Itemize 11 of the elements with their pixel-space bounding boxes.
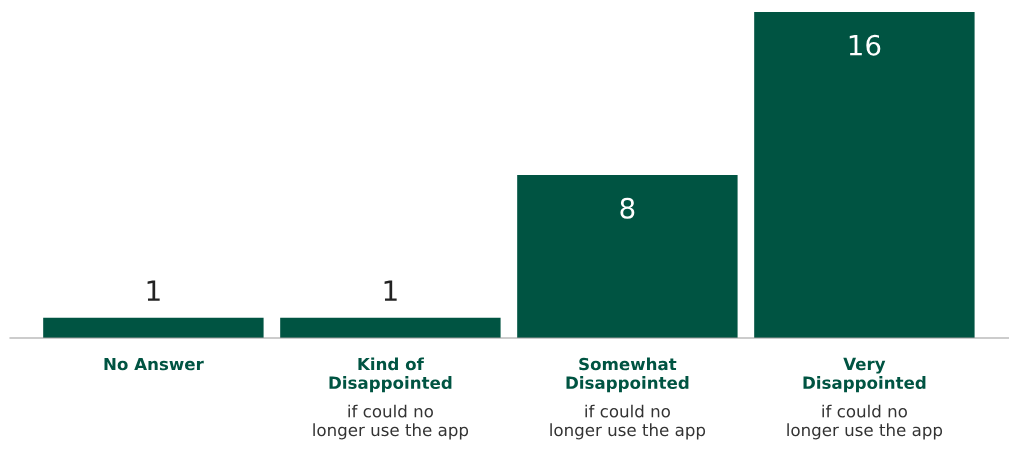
text: if could no longer use the app xyxy=(313,404,469,440)
text: if could no longer use the app xyxy=(787,404,943,440)
x-tick-label: No Answer xyxy=(104,357,204,371)
data-label: 16 xyxy=(849,34,881,56)
x-tick-label: Somewhat Disappointed xyxy=(566,357,689,393)
x-tick-label: Very Disappointed xyxy=(803,357,926,393)
data-label: 1 xyxy=(384,280,397,301)
data-label: 8 xyxy=(620,197,635,219)
data-label: 1 xyxy=(147,280,160,301)
x-tick-label: Kind of Disappointed xyxy=(329,357,452,393)
text: if could no longer use the app xyxy=(550,404,706,440)
